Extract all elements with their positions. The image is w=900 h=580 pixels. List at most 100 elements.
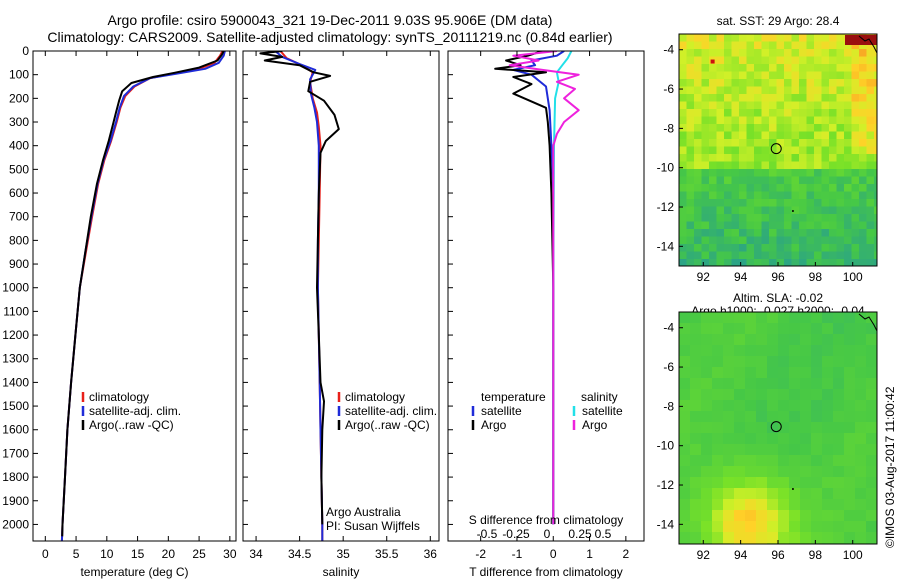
map-cell [754, 199, 763, 208]
map-cell [811, 356, 823, 368]
map-cell [799, 79, 808, 88]
map-cell [761, 199, 770, 208]
map-cell [746, 131, 755, 140]
y-tick-label: 1400 [2, 375, 29, 389]
map-cell [709, 94, 718, 103]
map-cell [756, 389, 768, 401]
map-cell [694, 139, 703, 148]
map-cell [769, 41, 778, 50]
map-cell [709, 109, 718, 118]
map-cell [686, 214, 695, 223]
map-cell [761, 131, 770, 140]
map-cell [811, 378, 823, 390]
series-line-temperature [60, 51, 226, 541]
map-cell [776, 139, 785, 148]
series-group-difference [494, 51, 580, 525]
x-tick-label: -2 [475, 547, 486, 561]
map-cell [829, 229, 838, 238]
map-cell [836, 34, 845, 43]
map-cell [859, 244, 868, 253]
map-cell [859, 41, 868, 50]
map-cell [806, 244, 815, 253]
legend-label: Argo(..raw -QC) [89, 418, 174, 432]
map-cell [833, 323, 845, 335]
map-cell [814, 41, 823, 50]
map-cell [791, 229, 800, 238]
map-cell [866, 49, 875, 58]
map-cell [851, 191, 860, 200]
map-cell [814, 124, 823, 133]
map-cell [761, 34, 770, 43]
map-cell [859, 139, 868, 148]
map-cell [679, 109, 688, 118]
map-cell [806, 146, 815, 155]
map-cell [739, 64, 748, 73]
map-cell [761, 191, 770, 200]
map-cell [739, 154, 748, 163]
map-cell [679, 455, 691, 467]
map-cell [716, 176, 725, 185]
map-cell [679, 221, 688, 230]
map-cell [723, 510, 735, 522]
map-cell [712, 334, 724, 346]
map-cell [716, 154, 725, 163]
map-cell [694, 146, 703, 155]
map-cell [761, 176, 770, 185]
map-cell [844, 411, 856, 423]
map-cell [811, 389, 823, 401]
map-cell [769, 184, 778, 193]
map-cell [776, 56, 785, 65]
map-cell [724, 191, 733, 200]
map-cell [686, 146, 695, 155]
map-cell [784, 251, 793, 260]
map-cell [844, 214, 853, 223]
map-cell [761, 41, 770, 50]
map-cell [769, 176, 778, 185]
map-cell [690, 378, 702, 390]
map-cell [814, 229, 823, 238]
map-cell [709, 199, 718, 208]
map-cell [844, 154, 853, 163]
map-cell [874, 176, 877, 185]
map-cell [791, 169, 800, 178]
map-cell [836, 71, 845, 80]
map-cell [784, 79, 793, 88]
map-cell [784, 116, 793, 125]
map-cell [866, 236, 875, 245]
map-cell [769, 259, 778, 266]
map-cell [739, 229, 748, 238]
map-cell [855, 323, 867, 335]
map-cell [761, 229, 770, 238]
map-cell [679, 169, 688, 178]
map-cell [701, 71, 710, 80]
map-cell [712, 312, 724, 324]
map-cell [745, 411, 757, 423]
map-cell [829, 124, 838, 133]
map-y-tick-label: -6 [663, 82, 674, 96]
map-cell [754, 259, 763, 266]
map-cell [844, 199, 853, 208]
map-cell [800, 334, 812, 346]
map-cell [746, 259, 755, 266]
map-cell [769, 124, 778, 133]
map-cell [791, 86, 800, 95]
map-cell [821, 161, 830, 170]
legend-label: Argo [582, 418, 608, 432]
map-cell [844, 433, 856, 445]
map-cell [734, 345, 746, 357]
map-cell [806, 236, 815, 245]
x-tick-label: 2 [623, 547, 630, 561]
map-cell [679, 34, 688, 43]
plot-frame-temperature [32, 50, 237, 542]
map-cell [701, 378, 713, 390]
map-cell [679, 244, 688, 253]
map-cell [789, 433, 801, 445]
map-cell [701, 139, 710, 148]
map-cell [745, 345, 757, 357]
map-cell [761, 251, 770, 260]
map-cell [811, 455, 823, 467]
map-cell [799, 64, 808, 73]
map-cell [686, 34, 695, 43]
map-cell [694, 56, 703, 65]
map-cell [844, 312, 856, 324]
